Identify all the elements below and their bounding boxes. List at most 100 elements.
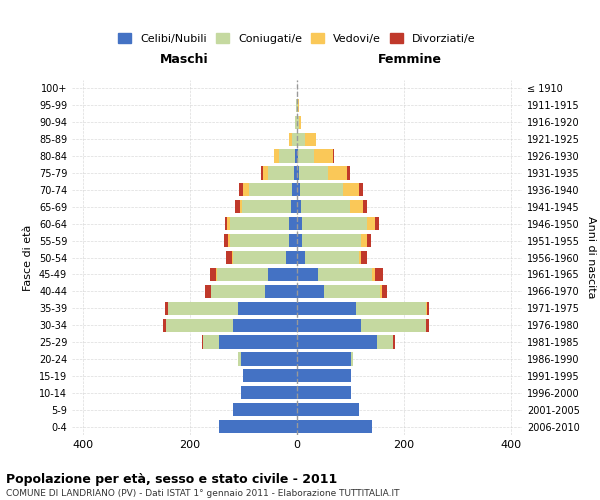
Bar xyxy=(220,336,297,348)
Bar xyxy=(374,268,383,281)
Bar xyxy=(343,184,359,196)
Bar xyxy=(230,234,289,247)
Bar xyxy=(163,318,166,332)
Bar xyxy=(333,150,334,162)
Bar xyxy=(295,116,297,129)
Bar xyxy=(305,132,316,146)
Bar xyxy=(297,234,302,247)
Bar xyxy=(260,166,263,179)
Bar xyxy=(314,150,333,162)
Bar xyxy=(169,302,238,315)
Bar xyxy=(202,336,203,348)
Bar xyxy=(302,217,367,230)
Bar xyxy=(295,166,297,179)
Bar xyxy=(241,386,297,400)
Bar xyxy=(328,166,347,179)
Bar xyxy=(203,336,220,348)
Bar xyxy=(230,217,289,230)
Bar xyxy=(220,420,297,433)
Bar xyxy=(297,200,301,213)
Bar xyxy=(232,251,233,264)
Bar xyxy=(268,268,297,281)
Bar xyxy=(249,184,292,196)
Bar xyxy=(263,166,268,179)
Bar xyxy=(297,318,361,332)
Bar xyxy=(297,166,299,179)
Bar xyxy=(292,132,297,146)
Bar xyxy=(211,284,265,298)
Bar xyxy=(301,200,349,213)
Bar xyxy=(297,268,319,281)
Bar xyxy=(292,184,297,196)
Bar xyxy=(242,200,290,213)
Bar xyxy=(217,268,268,281)
Bar xyxy=(297,251,305,264)
Bar xyxy=(367,217,374,230)
Bar xyxy=(361,318,425,332)
Bar xyxy=(297,403,359,416)
Bar xyxy=(165,302,168,315)
Bar xyxy=(229,234,230,247)
Bar xyxy=(226,251,232,264)
Bar xyxy=(359,184,363,196)
Bar xyxy=(297,217,302,230)
Bar xyxy=(297,184,299,196)
Bar xyxy=(297,132,305,146)
Bar xyxy=(238,302,297,315)
Bar xyxy=(349,200,363,213)
Bar xyxy=(289,132,292,146)
Bar xyxy=(382,284,387,298)
Bar xyxy=(394,336,395,348)
Bar xyxy=(280,150,295,162)
Bar xyxy=(210,268,215,281)
Bar xyxy=(233,318,297,332)
Bar xyxy=(268,166,295,179)
Bar xyxy=(377,336,394,348)
Bar xyxy=(238,352,241,366)
Bar xyxy=(367,234,371,247)
Bar xyxy=(297,284,324,298)
Bar xyxy=(297,150,298,162)
Text: Popolazione per età, sesso e stato civile - 2011: Popolazione per età, sesso e stato civil… xyxy=(6,472,337,486)
Bar xyxy=(289,217,297,230)
Text: Femmine: Femmine xyxy=(377,54,442,66)
Bar xyxy=(215,268,217,281)
Bar xyxy=(372,268,374,281)
Bar xyxy=(350,352,353,366)
Bar xyxy=(425,302,427,315)
Bar xyxy=(297,386,350,400)
Text: COMUNE DI LANDRIANO (PV) - Dati ISTAT 1° gennaio 2011 - Elaborazione TUTTITALIA.: COMUNE DI LANDRIANO (PV) - Dati ISTAT 1°… xyxy=(6,489,400,498)
Bar xyxy=(361,251,367,264)
Bar xyxy=(239,184,244,196)
Bar xyxy=(224,234,229,247)
Bar xyxy=(239,200,242,213)
Bar xyxy=(227,217,230,230)
Bar xyxy=(286,251,297,264)
Bar xyxy=(295,150,297,162)
Bar xyxy=(233,403,297,416)
Bar xyxy=(359,251,361,264)
Bar xyxy=(297,369,350,382)
Bar xyxy=(324,284,380,298)
Bar xyxy=(297,352,350,366)
Bar xyxy=(427,302,430,315)
Bar xyxy=(290,200,297,213)
Bar xyxy=(298,150,314,162)
Bar xyxy=(224,217,227,230)
Bar xyxy=(235,200,239,213)
Bar xyxy=(302,234,361,247)
Bar xyxy=(265,284,297,298)
Bar xyxy=(233,251,286,264)
Bar xyxy=(297,336,377,348)
Y-axis label: Fasce di età: Fasce di età xyxy=(23,224,33,290)
Bar xyxy=(299,116,301,129)
Bar xyxy=(244,369,297,382)
Bar xyxy=(298,99,299,112)
Bar xyxy=(363,200,367,213)
Bar xyxy=(356,302,425,315)
Bar xyxy=(305,251,359,264)
Text: Maschi: Maschi xyxy=(160,54,209,66)
Bar xyxy=(380,284,382,298)
Bar xyxy=(297,116,299,129)
Bar xyxy=(299,184,343,196)
